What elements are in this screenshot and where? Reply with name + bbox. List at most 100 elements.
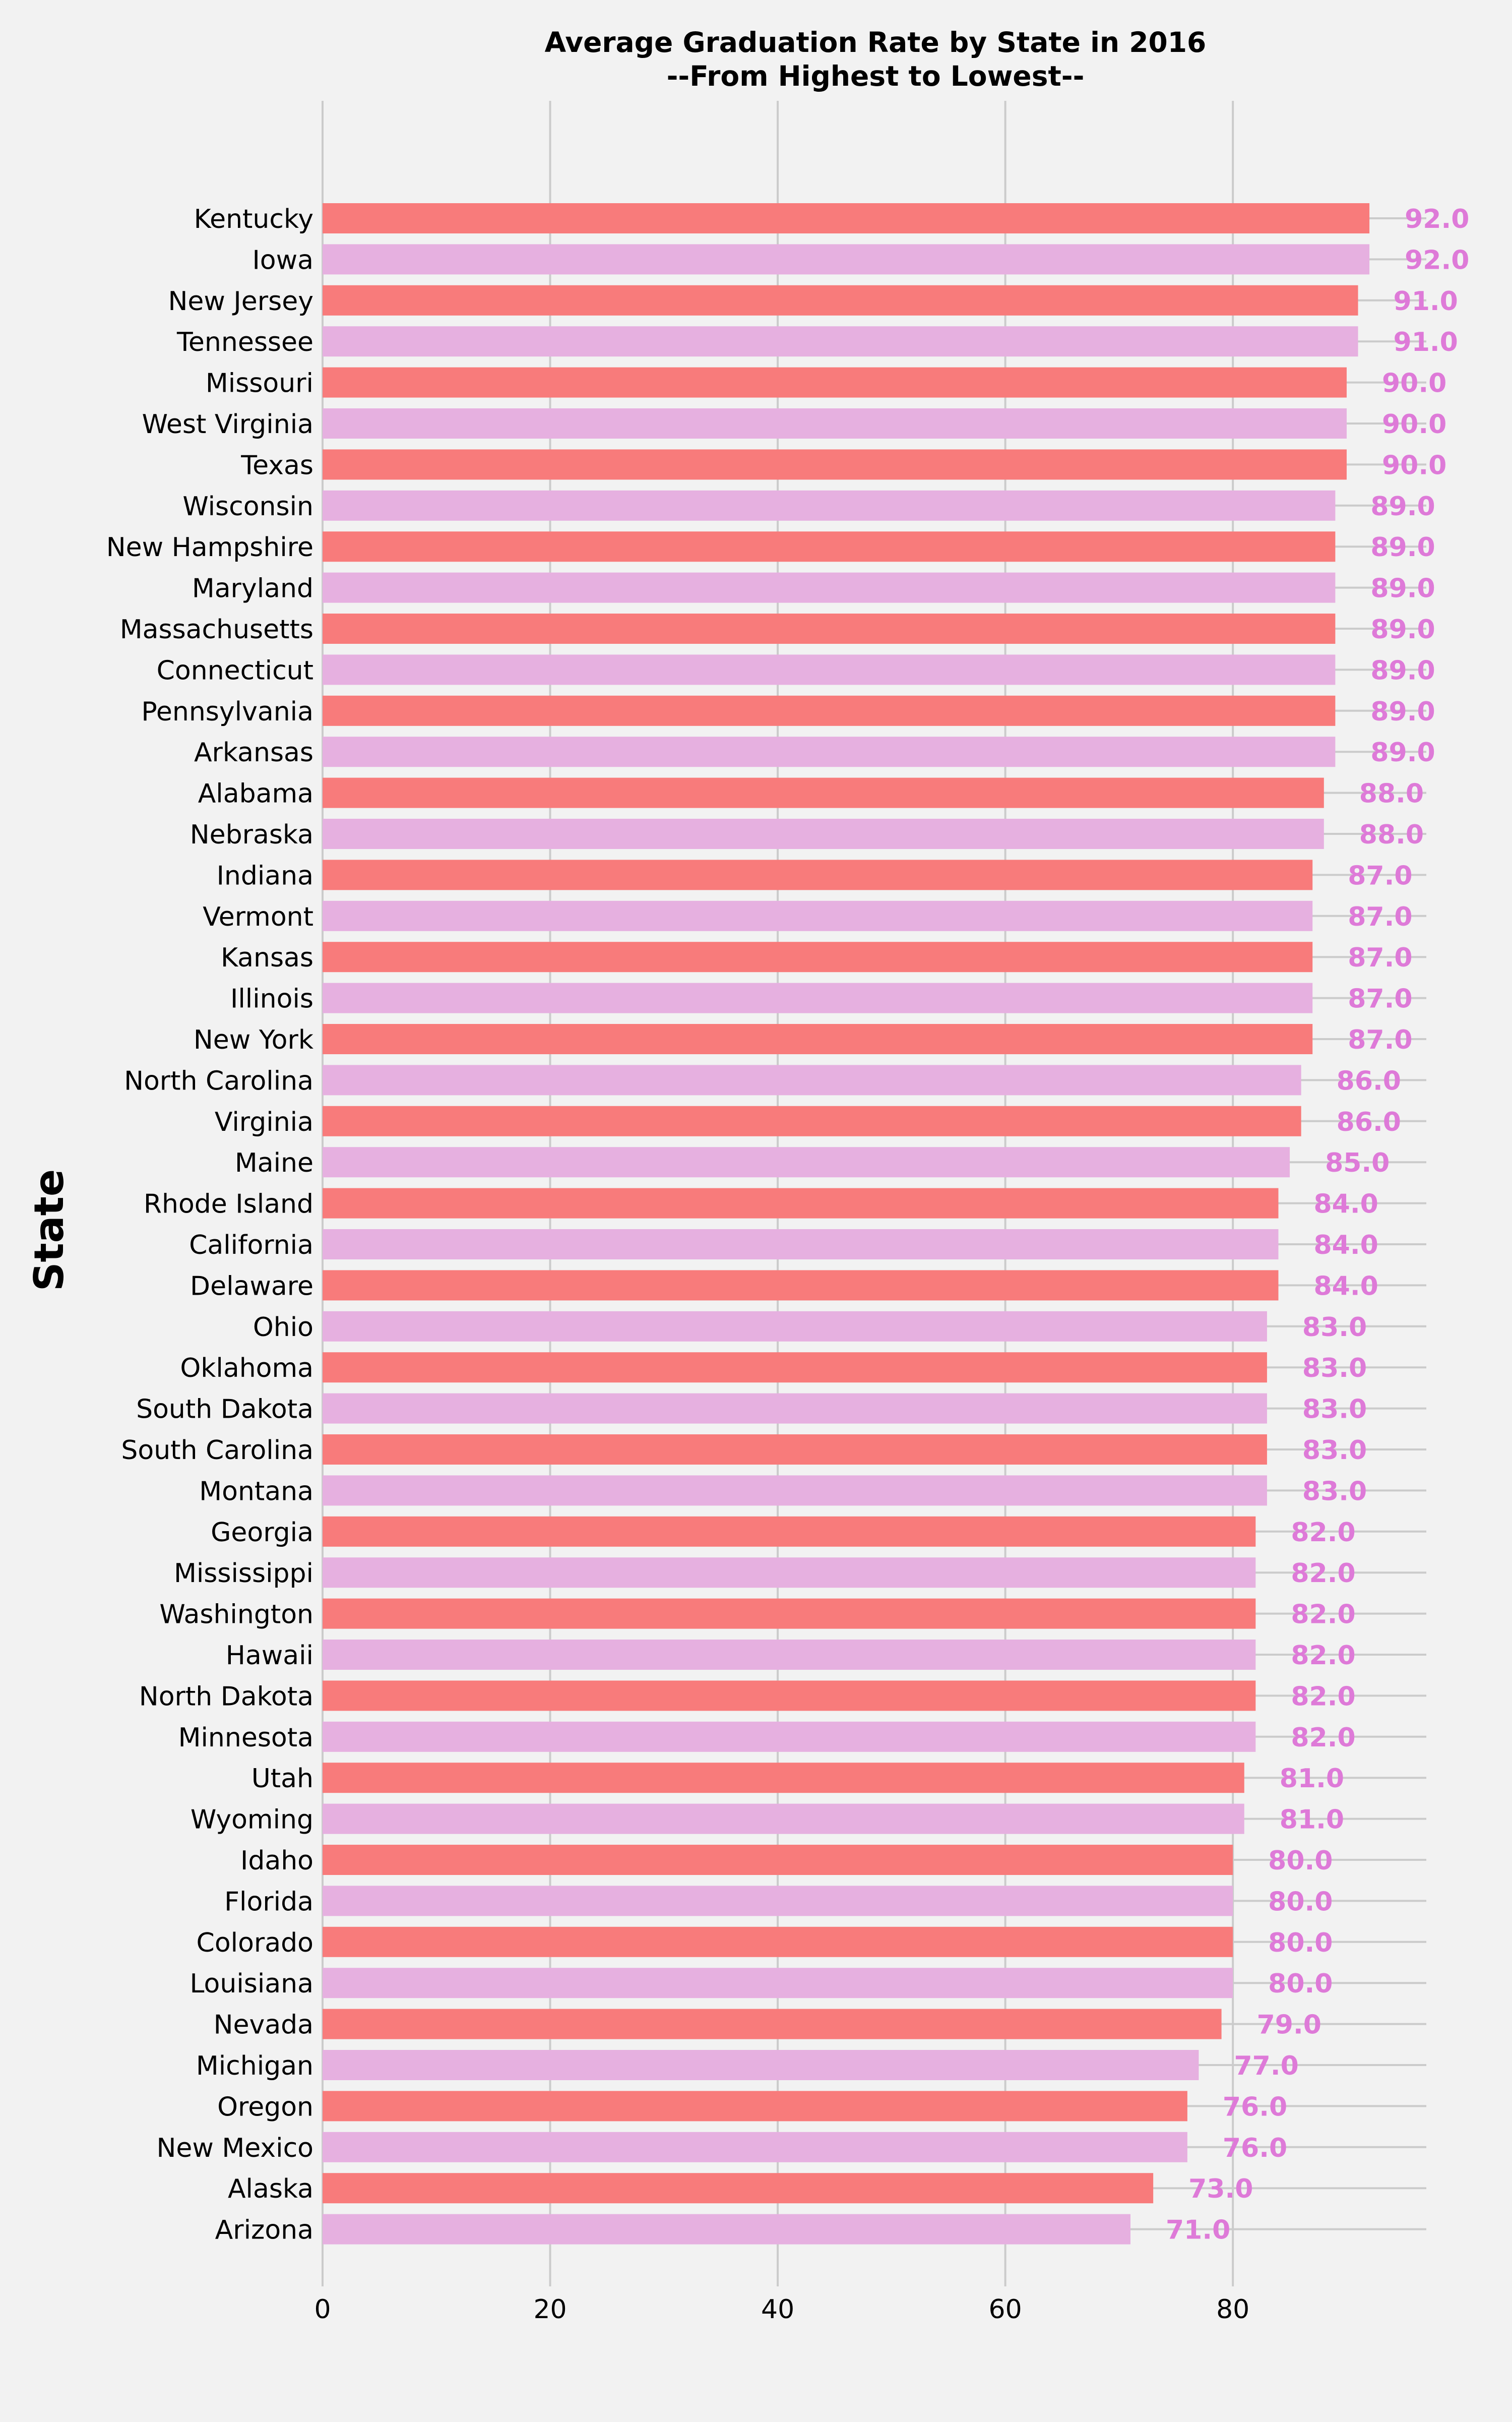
y-tick-label: Arizona <box>215 2215 313 2246</box>
y-tick-label: North Carolina <box>124 1066 313 1096</box>
x-tick-label: 20 <box>533 2294 566 2325</box>
value-label: 87.0 <box>1348 861 1412 891</box>
y-tick-label: New York <box>194 1025 313 1055</box>
y-tick-label: Kentucky <box>194 204 313 234</box>
value-label: 71.0 <box>1166 2215 1230 2246</box>
value-label: 83.0 <box>1302 1312 1367 1343</box>
value-label: 90.0 <box>1382 369 1446 399</box>
value-label: 88.0 <box>1359 779 1424 809</box>
bars <box>323 203 1370 2245</box>
bar <box>323 2050 1199 2080</box>
bar <box>323 572 1336 603</box>
y-tick-label: North Dakota <box>139 1681 313 1712</box>
value-label: 88.0 <box>1359 820 1424 850</box>
y-tick-label: Wisconsin <box>182 492 313 522</box>
y-tick-label: Montana <box>199 1476 313 1506</box>
x-tick-label: 40 <box>761 2294 794 2325</box>
y-tick-label: New Jersey <box>168 286 313 317</box>
bar <box>323 737 1336 767</box>
bar <box>323 1188 1279 1219</box>
y-tick-label: New Mexico <box>156 2133 313 2163</box>
value-label: 83.0 <box>1302 1476 1367 1506</box>
value-label: 79.0 <box>1257 2010 1321 2040</box>
bar <box>323 1926 1233 1957</box>
y-tick-label: West Virginia <box>142 409 313 440</box>
y-tick-label: South Dakota <box>136 1395 313 1425</box>
bar <box>323 285 1358 316</box>
value-label: 76.0 <box>1223 2092 1287 2122</box>
bar <box>323 1845 1233 1875</box>
value-label: 89.0 <box>1370 532 1435 563</box>
bar <box>323 326 1358 357</box>
y-tick-label: Texas <box>240 450 313 480</box>
y-tick-label: Tennessee <box>176 327 313 357</box>
value-label: 89.0 <box>1370 738 1435 768</box>
x-tick-label: 0 <box>314 2294 331 2325</box>
y-tick-label: Iowa <box>252 245 313 275</box>
y-tick-label: Louisiana <box>190 1969 313 1999</box>
bar <box>323 695 1336 726</box>
y-tick-label: Washington <box>159 1600 313 1630</box>
value-label: 89.0 <box>1370 492 1435 522</box>
bar <box>323 1721 1256 1752</box>
y-tick-label: Arkansas <box>194 738 313 768</box>
bar <box>323 2091 1187 2122</box>
bar <box>323 490 1336 521</box>
y-axis-label: State <box>26 1169 73 1291</box>
y-tick-label: Minnesota <box>178 1723 313 1753</box>
value-label: 82.0 <box>1291 1681 1355 1712</box>
y-tick-label: Alabama <box>198 779 313 809</box>
y-tick-label: Indiana <box>217 861 313 891</box>
y-tick-label: Connecticut <box>157 655 313 686</box>
y-tick-label: Virginia <box>215 1107 313 1137</box>
value-label: 87.0 <box>1348 984 1412 1014</box>
y-tick-label: Michigan <box>196 2051 313 2081</box>
y-tick-label: Florida <box>224 1887 313 1917</box>
value-label: 91.0 <box>1394 327 1458 357</box>
bar <box>323 1024 1313 1054</box>
value-label: 82.0 <box>1291 1723 1355 1753</box>
value-label: 84.0 <box>1313 1189 1378 1220</box>
value-label: 86.0 <box>1337 1066 1401 1096</box>
x-tick-label: 60 <box>989 2294 1022 2325</box>
bar <box>323 1065 1301 1096</box>
value-label: 82.0 <box>1291 1600 1355 1630</box>
y-tick-label: Delaware <box>190 1271 313 1301</box>
bar <box>323 614 1336 644</box>
y-tick-label: Ohio <box>253 1312 313 1343</box>
y-tick-label: Vermont <box>203 902 313 932</box>
chart-title: Average Graduation Rate by State in 2016 <box>545 26 1207 58</box>
y-tick-label: Nevada <box>214 2010 313 2040</box>
bar <box>323 449 1347 480</box>
bar <box>323 1352 1267 1383</box>
bar <box>323 367 1347 398</box>
value-label: 84.0 <box>1313 1271 1378 1301</box>
value-label: 90.0 <box>1382 409 1446 440</box>
bar <box>323 860 1313 890</box>
x-tick-label: 80 <box>1216 2294 1249 2325</box>
value-label: 80.0 <box>1268 1846 1333 1876</box>
value-label: 89.0 <box>1370 574 1435 604</box>
y-tick-label: New Hampshire <box>106 532 313 563</box>
value-label: 89.0 <box>1370 615 1435 645</box>
value-label: 81.0 <box>1280 1764 1344 1794</box>
bar <box>323 1393 1267 1424</box>
bar <box>323 203 1370 233</box>
value-label: 73.0 <box>1188 2174 1253 2204</box>
bar <box>323 1557 1256 1588</box>
value-label: 85.0 <box>1325 1148 1390 1178</box>
bar <box>323 942 1313 973</box>
bar <box>323 1147 1290 1178</box>
value-label: 84.0 <box>1313 1230 1378 1260</box>
bar <box>323 1803 1244 1834</box>
bar <box>323 1475 1267 1506</box>
y-tick-label: Rhode Island <box>144 1189 313 1220</box>
y-tick-label: Georgia <box>211 1518 313 1548</box>
bar <box>323 900 1313 931</box>
y-tick-label: Illinois <box>230 984 313 1014</box>
value-label: 80.0 <box>1268 1928 1333 1958</box>
value-label: 76.0 <box>1223 2133 1287 2163</box>
y-tick-label: Hawaii <box>226 1641 313 1671</box>
